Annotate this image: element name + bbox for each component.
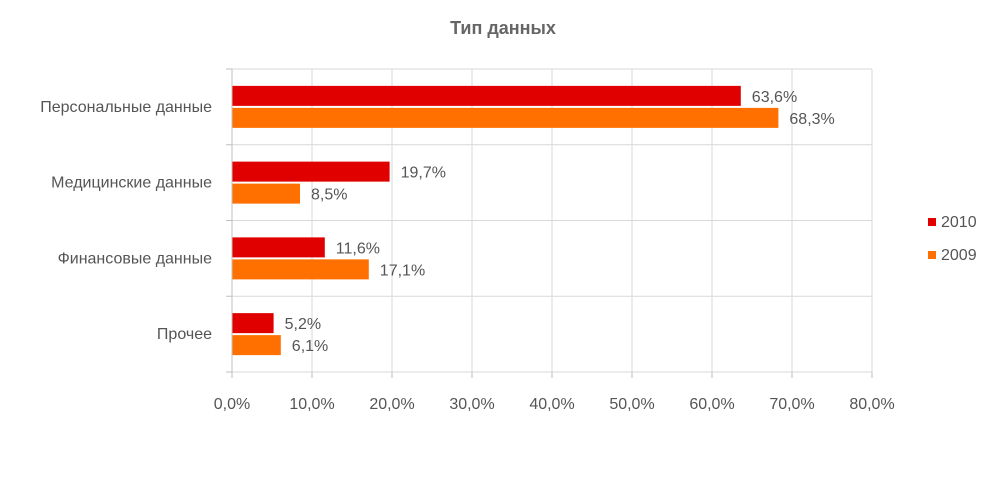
data-label: 6,1% <box>292 338 328 355</box>
data-label: 11,6% <box>336 240 380 257</box>
legend-swatch-2009 <box>928 251 936 259</box>
bar-2010 <box>232 85 741 106</box>
axis-layer: 0,0% 10,0% 20,0% 30,0% 40,0% 50,0% 60,0% 70,0% 8… <box>40 68 895 413</box>
data-label: 5,2% <box>285 316 321 333</box>
labels-layer: 63,6% 68,3% 19,7% 8,5% 11,6%17,1% 5,2% 6,1% <box>285 89 835 355</box>
x-tick-label: 0,0% <box>214 396 250 413</box>
legend-swatch-2010 <box>928 218 936 226</box>
x-tick-label: 20,0% <box>369 396 414 413</box>
x-tick-label: 50,0% <box>609 396 654 413</box>
chart-title: Тип данных <box>450 18 556 38</box>
legend: 2010 2009 <box>928 214 977 264</box>
category-label: Медицинские данные <box>51 175 212 192</box>
category-label: Финансовые данные <box>58 250 213 267</box>
legend-label: 2010 <box>941 214 977 231</box>
data-label: 8,5% <box>311 187 347 204</box>
data-label: 19,7% <box>401 165 446 182</box>
data-label: 63,6% <box>752 89 797 106</box>
legend-label: 2009 <box>941 247 977 264</box>
category-label: Прочее <box>157 326 212 343</box>
x-tick-label: 10,0% <box>289 396 334 413</box>
x-tick-label: 70,0% <box>769 396 814 413</box>
x-tick-label: 60,0% <box>689 396 734 413</box>
bar-2010 <box>232 161 390 182</box>
x-tick-label: 30,0% <box>449 396 494 413</box>
grid-layer <box>232 68 873 373</box>
x-tick-label: 40,0% <box>529 396 574 413</box>
x-tick-label: 80,0% <box>849 396 894 413</box>
bar-2009 <box>232 259 369 280</box>
category-label: Персональные данные <box>40 99 212 116</box>
bar-2009 <box>232 335 281 356</box>
bar-2009 <box>232 107 779 128</box>
data-label: 17,1% <box>380 262 425 279</box>
bar-2010 <box>232 313 274 334</box>
bars-layer <box>232 85 779 356</box>
bar-2010 <box>232 237 325 258</box>
bar-2009 <box>232 183 300 204</box>
data-label: 68,3% <box>789 111 834 128</box>
